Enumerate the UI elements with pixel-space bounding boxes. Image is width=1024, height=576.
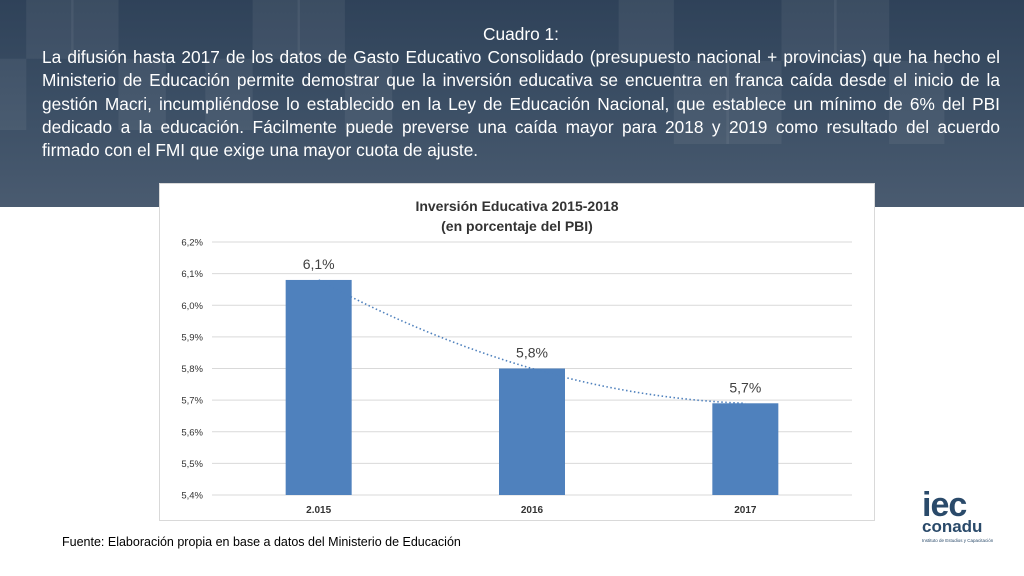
header-title: Cuadro 1: (483, 24, 559, 44)
trend-line (318, 279, 746, 405)
watermark-decoration: ▚▞▚ (620, 0, 943, 143)
bar (285, 279, 352, 495)
data-label: 5,8% (516, 345, 548, 361)
y-tick-label: 6,0% (181, 301, 203, 312)
data-label: 5,7% (729, 379, 761, 395)
chart-subtitle: (en porcentaje del PBI) (441, 218, 593, 234)
bar (712, 403, 779, 495)
header-band: ▞▚ ▞▚ ▚▞▚ Cuadro 1: La difusión hasta 20… (0, 0, 1024, 207)
x-tick-label: 2.015 (306, 505, 331, 516)
logo-subtitle: Instituto de Estudios y Capacitación (922, 538, 994, 543)
y-tick-label: 6,1% (181, 269, 203, 280)
source-note: Fuente: Elaboración propia en base a dat… (62, 535, 461, 549)
x-tick-label: 2016 (521, 505, 544, 516)
bar (499, 368, 565, 495)
chart-title: Inversión Educativa 2015-2018 (415, 198, 619, 214)
y-tick-label: 5,4% (181, 491, 203, 502)
chart-title-block: Inversión Educativa 2015-2018 (en porcen… (160, 196, 874, 236)
header-body: La difusión hasta 2017 de los datos de G… (42, 47, 1000, 161)
y-tick-label: 5,5% (181, 459, 203, 470)
chart-container: Inversión Educativa 2015-2018 (en porcen… (159, 183, 875, 521)
logo-conadu-text: conadu (922, 517, 983, 536)
logo-iec-text: iec (922, 486, 967, 524)
y-tick-label: 5,7% (181, 396, 203, 407)
y-tick-label: 5,6% (181, 427, 203, 438)
iec-conadu-logo: iec conadu Instituto de Estudios y Capac… (918, 486, 1000, 553)
header-text: Cuadro 1: La difusión hasta 2017 de los … (42, 23, 1000, 162)
y-tick-label: 5,9% (181, 332, 203, 343)
y-tick-label: 6,2% (181, 238, 203, 249)
y-tick-label: 5,8% (181, 364, 203, 375)
x-tick-label: 2017 (734, 505, 757, 516)
watermark-decoration: ▞▚ ▞▚ (0, 0, 391, 129)
data-label: 6,1% (303, 256, 335, 272)
bar-chart: 5,4% 5,5% 5,6% 5,7% 5,8% 5,9% 6,0% 6,1% 6,2% 6,1%… (181, 238, 852, 516)
